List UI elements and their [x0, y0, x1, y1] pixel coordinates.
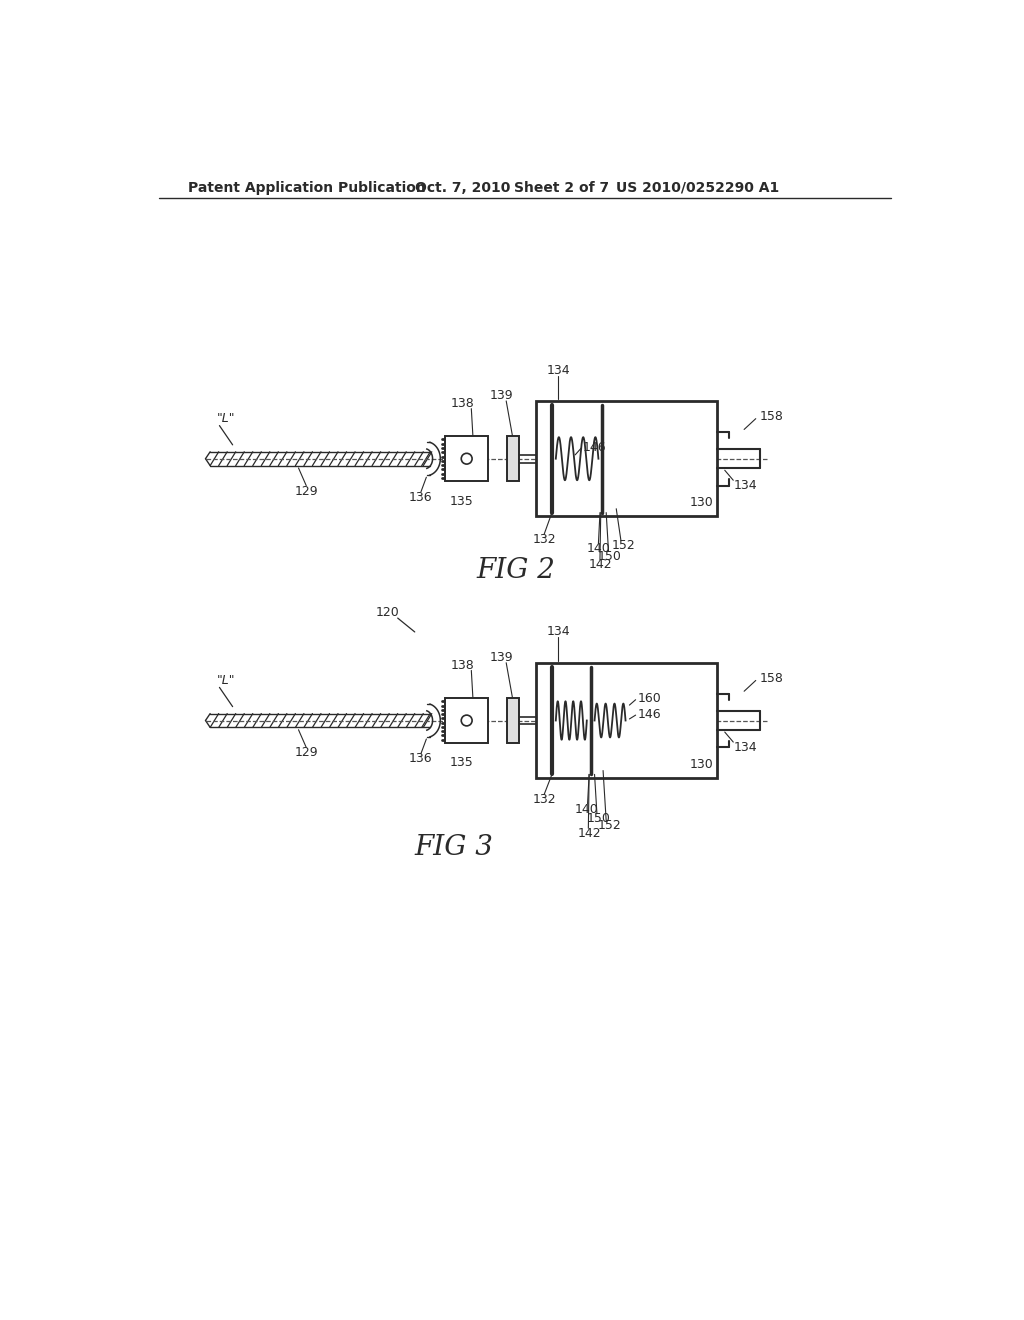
Text: Oct. 7, 2010: Oct. 7, 2010 — [415, 181, 510, 194]
Text: 130: 130 — [689, 758, 714, 771]
Text: 135: 135 — [450, 756, 473, 770]
Text: 134: 134 — [547, 626, 570, 639]
Text: 152: 152 — [597, 820, 622, 833]
Bar — [537, 663, 717, 779]
Text: 150: 150 — [598, 550, 622, 564]
Text: 132: 132 — [532, 793, 556, 807]
Text: 158: 158 — [760, 409, 783, 422]
Text: FIG 2: FIG 2 — [477, 557, 556, 583]
Text: 142: 142 — [589, 557, 612, 570]
Text: 136: 136 — [410, 491, 433, 504]
Text: 150: 150 — [587, 812, 610, 825]
Text: 120: 120 — [376, 606, 399, 619]
Text: "L": "L" — [217, 675, 236, 686]
Bar — [507, 437, 519, 480]
Text: 139: 139 — [489, 651, 513, 664]
Bar — [445, 698, 488, 743]
Text: 129: 129 — [295, 746, 318, 759]
Text: 139: 139 — [489, 389, 513, 403]
Text: FIG 3: FIG 3 — [415, 834, 494, 861]
Text: 138: 138 — [451, 659, 475, 672]
Text: 134: 134 — [547, 363, 570, 376]
Text: Patent Application Publication: Patent Application Publication — [188, 181, 426, 194]
Text: 130: 130 — [689, 496, 714, 510]
Text: 140: 140 — [587, 543, 610, 556]
Text: Sheet 2 of 7: Sheet 2 of 7 — [514, 181, 609, 194]
Text: 138: 138 — [451, 397, 475, 409]
Text: 136: 136 — [410, 752, 433, 766]
Text: "L": "L" — [217, 412, 236, 425]
Text: 135: 135 — [450, 495, 473, 508]
Text: 132: 132 — [532, 533, 556, 546]
Text: 160: 160 — [637, 693, 660, 705]
Text: 129: 129 — [295, 484, 318, 498]
Bar — [507, 698, 519, 743]
Text: 134: 134 — [734, 741, 758, 754]
Text: 146: 146 — [637, 708, 660, 721]
Text: 152: 152 — [612, 539, 636, 552]
Circle shape — [461, 715, 472, 726]
Text: 134: 134 — [734, 479, 758, 492]
Bar — [537, 401, 717, 516]
Text: 158: 158 — [760, 672, 783, 685]
Text: US 2010/0252290 A1: US 2010/0252290 A1 — [616, 181, 779, 194]
Bar — [445, 437, 488, 480]
Circle shape — [461, 453, 472, 465]
Text: 142: 142 — [578, 828, 601, 841]
Text: 140: 140 — [574, 803, 599, 816]
Text: 146: 146 — [583, 441, 606, 454]
